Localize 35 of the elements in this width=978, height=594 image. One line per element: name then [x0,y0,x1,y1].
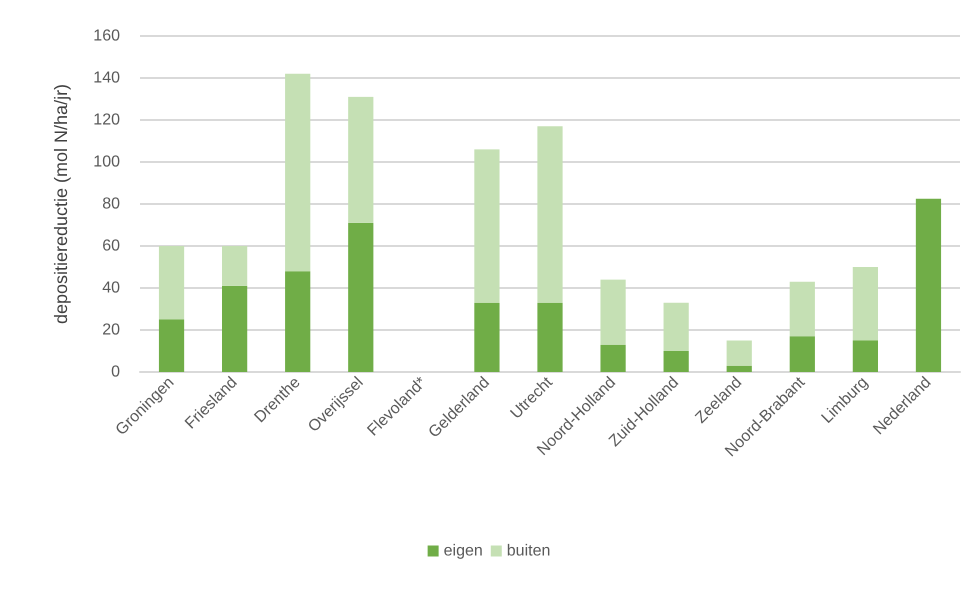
legend-label: buiten [506,542,550,560]
bar [285,74,310,272]
y-tick-label: 60 [102,238,120,254]
y-tick-label: 140 [93,70,120,86]
bar [222,246,248,286]
y-tick-label: 0 [111,364,120,380]
y-tick-label: 100 [93,154,120,170]
bar [916,198,942,372]
bar [664,351,689,372]
bar [852,340,878,372]
bar [474,149,500,303]
bar [726,340,752,366]
y-tick-label: 80 [102,196,120,212]
bar [348,96,374,223]
y-tick-label: 40 [102,280,120,296]
bar [537,302,563,372]
y-axis-title: depositiereductie (mol N/ha/jr) [51,84,71,324]
bar [348,222,374,372]
bar [537,126,563,303]
y-tick-label: 160 [93,28,120,44]
bar [158,320,184,372]
bar [474,302,500,372]
bar [222,286,248,372]
y-tick-label: 120 [93,112,120,128]
bar [600,280,626,345]
bar [852,267,878,340]
y-tick-label: 20 [102,322,120,338]
bar [790,282,815,336]
bar [726,366,752,372]
bar [285,271,310,372]
bar [600,344,626,372]
bar [158,246,184,320]
bar [790,336,815,372]
bar [664,302,689,351]
legend-label: eigen [444,542,483,560]
